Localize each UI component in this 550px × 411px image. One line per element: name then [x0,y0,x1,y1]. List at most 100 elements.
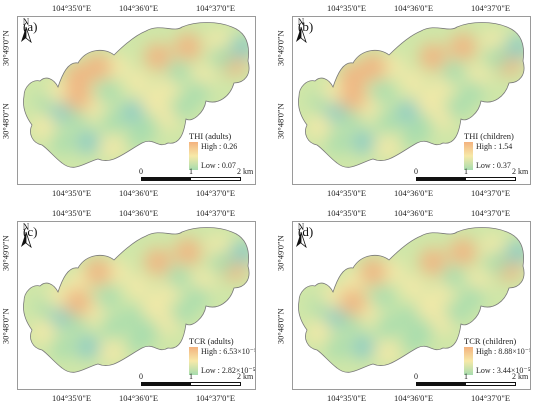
heat-cell [31,115,55,139]
legend-title: TCR (children) [464,336,517,346]
heatmap-surface [298,227,525,373]
north-arrow-icon: N [296,222,307,248]
longitude-label-bottom: 104°36'0"E [119,393,159,403]
heat-cell [449,238,477,266]
heat-cell [339,288,367,316]
heat-cell [376,315,400,339]
latitude-label-left: 30°49'0"N [0,235,11,272]
heat-cell [461,80,485,104]
map-panel-b: 104°35'0"E 104°36'0"E 104°37'0"E 104°35'… [275,0,550,206]
latitude-label-left: 30°48'0"N [0,308,11,345]
heat-cell [419,43,447,71]
longitude-label-bottom: 104°36'0"E [119,188,159,198]
heat-cell [416,90,440,114]
heat-cell [486,250,510,274]
longitude-label-top: 104°37'0"E [471,208,511,218]
latitude-label-left: 30°48'0"N [0,103,11,140]
heat-cell [141,90,165,114]
legend-color-ramp [464,347,473,375]
scale-tick-0: 0 [139,372,143,381]
heat-cell [51,335,75,359]
heat-cell [419,248,447,276]
heat-cell [306,320,330,344]
north-arrow-icon: N [21,17,32,43]
scale-bar-graphic [141,177,241,181]
heat-cell [96,285,120,309]
north-label: N [298,17,305,27]
longitude-label-top: 104°36'0"E [119,3,159,13]
legend-title: THI (adults) [189,131,232,141]
scale-bar-graphic [416,177,516,181]
heat-cell [174,238,202,266]
heat-cell [326,130,350,154]
scale-tick-0: 0 [414,167,418,176]
heat-cell [401,70,425,94]
scale-bar: 0 1 2 km [414,167,528,183]
heat-cell [126,70,150,94]
scale-bar: 0 1 2 km [414,372,529,388]
north-label: N [298,222,305,232]
heat-cell [376,110,400,134]
legend-title: TCR (adults) [189,336,234,346]
map-frame: (a) N THI (adults) High : 0.26 Low : 0.0… [17,16,256,185]
legend-low-value: Low : 3.44×10⁻⁵ [476,366,531,375]
heat-cell [321,285,345,309]
heat-cell [396,305,420,329]
heat-cell [446,300,470,324]
heat-cell [171,300,195,324]
legend-color-ramp [189,347,198,375]
latitude-label-left: 30°49'0"N [275,30,286,67]
latitude-label-left: 30°49'0"N [0,30,11,67]
longitude-label-bottom: 104°35'0"E [52,393,92,403]
heat-cell [101,340,125,364]
north-label: N [23,17,30,27]
heat-cell [486,45,510,69]
scale-tick-2: 2 km [237,372,254,381]
heat-cell [371,285,395,309]
scale-tick-2: 2 km [512,372,529,381]
heat-cell [51,130,75,154]
district-outline [23,22,250,168]
heat-cell [321,80,345,104]
longitude-label-bottom: 104°35'0"E [327,393,367,403]
longitude-label-bottom: 104°37'0"E [471,393,511,403]
heat-cell [31,320,55,344]
latitude-label-left: 30°48'0"N [275,308,286,345]
legend: THI (adults) High : 0.26 Low : 0.07 [189,131,255,170]
heat-cell [166,60,190,84]
heat-cell [84,258,112,286]
district-outline [298,227,525,373]
longitude-label-bottom: 104°37'0"E [196,188,236,198]
heatmap-surface [298,22,525,168]
longitude-label-bottom: 104°37'0"E [471,188,511,198]
heat-cell [306,115,330,139]
longitude-label-top: 104°37'0"E [196,208,236,218]
legend-high-value: High : 1.54 [476,142,513,151]
legend-low-value: Low : 0.37 [476,161,511,170]
heat-cell [171,95,195,119]
scale-bar: 0 1 2 km [139,372,254,388]
scale-tick-1: 1 [464,167,468,176]
heat-cell [376,340,400,364]
longitude-label-top: 104°35'0"E [327,208,367,218]
heat-cell [106,260,130,284]
heat-cell [376,135,400,159]
longitude-label-top: 104°37'0"E [471,3,511,13]
scale-tick-1: 1 [189,372,193,381]
heat-cell [186,80,210,104]
longitude-label-bottom: 104°35'0"E [327,188,367,198]
heatmap-surface [23,227,250,373]
longitude-label-top: 104°35'0"E [52,208,92,218]
heat-cell [141,295,165,319]
heat-cell [211,45,235,69]
map-panel-d: 104°35'0"E 104°36'0"E 104°37'0"E 104°35'… [275,205,550,411]
longitude-label-top: 104°36'0"E [394,3,434,13]
heat-cell [341,270,365,294]
north-arrow-icon: N [21,222,32,248]
heat-cell [351,335,375,359]
heat-cell [64,83,92,111]
longitude-label-top: 104°37'0"E [196,3,236,13]
heatmap-surface [23,22,250,168]
legend-low-value: Low : 2.82×10⁻⁵ [201,366,256,375]
heat-cell [351,130,375,154]
